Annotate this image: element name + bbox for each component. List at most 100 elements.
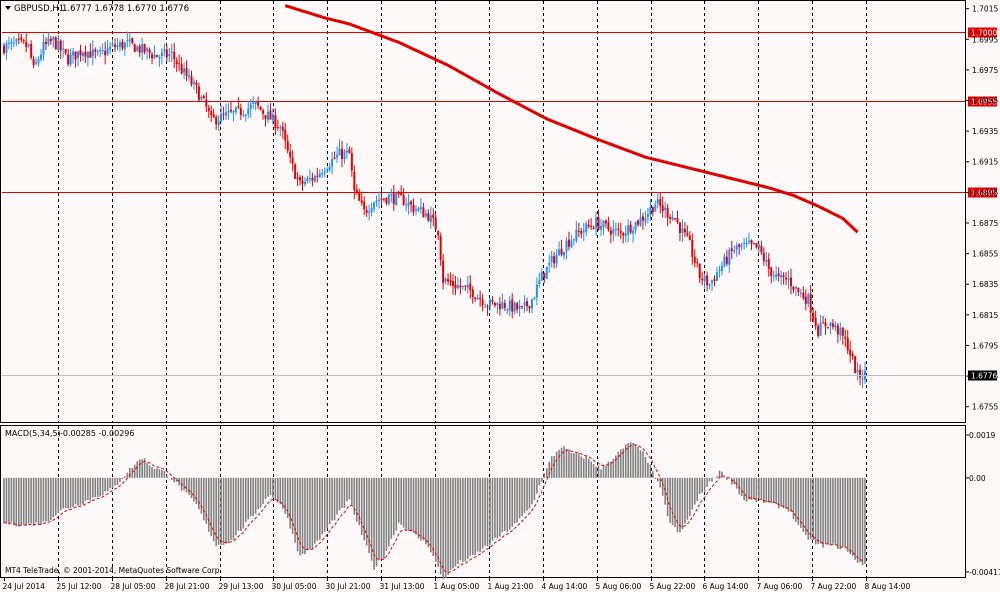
candle xyxy=(831,319,834,330)
candle xyxy=(474,296,477,302)
y-tick-label: 1.6755 xyxy=(972,403,998,412)
candle xyxy=(414,205,417,216)
candle-body xyxy=(538,280,541,284)
candle-body xyxy=(829,322,832,326)
candle-body xyxy=(580,231,583,234)
candle-body xyxy=(143,44,146,53)
candle-body xyxy=(5,43,8,53)
horizontal-levels[interactable]: 1.7000 1.6955 1.6895 xyxy=(2,27,997,198)
candle-body xyxy=(86,52,89,58)
candle-body xyxy=(57,40,60,50)
price-axis[interactable]: 1.7015 1.6995 1.6975 1.6955 1.6935 1.6915 1.68… xyxy=(965,5,998,412)
current-price-label: 1.6776 xyxy=(971,372,997,381)
candle xyxy=(25,33,28,53)
candle xyxy=(767,252,770,277)
candle-body xyxy=(380,198,383,200)
candle-body xyxy=(856,370,859,373)
candle xyxy=(20,34,23,43)
candle-body xyxy=(637,220,640,225)
candle xyxy=(160,48,163,64)
candle xyxy=(279,124,282,137)
candle-body xyxy=(486,306,489,308)
macd-panel[interactable]: 0.0019 0.00 -0.00417 MACD(5,34,5) -0.00285… xyxy=(0,425,1000,579)
candle-body xyxy=(111,43,114,46)
candle xyxy=(195,79,198,94)
current-price-tag xyxy=(968,370,997,381)
candle-body xyxy=(77,51,80,58)
candle xyxy=(286,134,289,154)
candle-body xyxy=(412,204,415,212)
candle-body xyxy=(540,271,543,281)
candle-body xyxy=(400,192,403,196)
candle-body xyxy=(59,40,62,51)
x-tick-label: 1 Aug 21:00 xyxy=(488,582,534,591)
x-tick-label: 1 Aug 05:00 xyxy=(434,582,480,591)
candle-body xyxy=(466,284,469,288)
y-tick-label: 1.6795 xyxy=(972,341,998,350)
candle xyxy=(405,197,408,212)
candle xyxy=(143,43,146,55)
candle-body xyxy=(44,41,47,44)
candle-body xyxy=(375,200,378,202)
candle xyxy=(3,42,5,55)
candle xyxy=(254,100,257,111)
y-tick-label: 1.6995 xyxy=(972,35,998,44)
candle xyxy=(674,217,677,221)
candle xyxy=(197,82,200,101)
candle-body xyxy=(703,275,706,282)
candle xyxy=(688,231,691,241)
candle xyxy=(612,220,615,242)
candle xyxy=(530,298,533,314)
candle-body xyxy=(718,269,721,272)
price-panel[interactable]: 1.7000 1.6955 1.6895 1.7015 1.6995 1.6975 1.6… xyxy=(0,0,999,423)
candle xyxy=(844,329,847,347)
candle xyxy=(528,305,531,313)
candle xyxy=(101,43,104,55)
candle-body xyxy=(479,297,482,300)
candle xyxy=(760,240,763,255)
candle xyxy=(735,242,738,257)
candle-body xyxy=(656,199,659,204)
candle xyxy=(131,37,134,45)
candle xyxy=(595,211,598,236)
candle-body xyxy=(405,204,408,206)
candle xyxy=(104,41,107,65)
candle-body xyxy=(604,220,607,224)
candle-body xyxy=(743,243,746,245)
candle-body xyxy=(676,218,679,223)
candle xyxy=(336,146,339,163)
candle xyxy=(792,285,795,293)
candle xyxy=(380,189,383,205)
candle xyxy=(205,92,208,113)
candle-body xyxy=(738,244,741,248)
candle-body xyxy=(780,274,783,278)
candle xyxy=(718,265,721,278)
candle xyxy=(427,209,430,222)
candle xyxy=(185,60,188,82)
candle-body xyxy=(674,218,677,220)
candle-body xyxy=(456,285,459,288)
candle xyxy=(634,221,637,235)
candle-body xyxy=(397,193,400,195)
candle-body xyxy=(3,45,5,54)
candle xyxy=(797,287,800,296)
candle xyxy=(696,258,699,268)
candle xyxy=(229,101,232,114)
candle-body xyxy=(649,207,652,215)
candle-body xyxy=(54,37,57,50)
candle-body xyxy=(567,239,570,247)
candle-body xyxy=(659,199,662,206)
candle-body xyxy=(301,180,304,184)
chevron-down-icon[interactable] xyxy=(5,6,11,10)
candle xyxy=(44,37,47,51)
candle xyxy=(637,219,640,227)
candle xyxy=(17,32,20,44)
candle-body xyxy=(757,244,760,248)
candle-body xyxy=(553,256,556,264)
candle-body xyxy=(792,287,795,290)
candle-body xyxy=(417,208,420,211)
candle xyxy=(153,45,156,59)
candle-body xyxy=(691,240,694,257)
candle-body xyxy=(846,337,849,351)
